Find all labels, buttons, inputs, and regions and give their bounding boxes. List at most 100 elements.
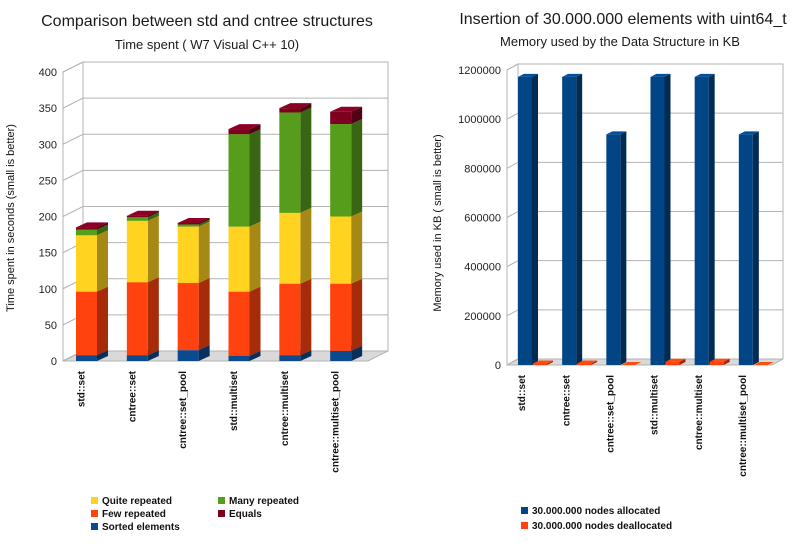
chart1-category-label: std::set (76, 370, 87, 407)
chart2-category-label: std::multiset (650, 374, 661, 435)
chart1-legend-label: Few repeated (102, 509, 166, 520)
chart2-y-tick-label: 600000 (464, 213, 501, 225)
chart2-bar (518, 77, 532, 365)
chart1-legend-swatch (91, 510, 98, 517)
chart1-y-tick-label: 400 (39, 67, 57, 79)
chart1-y-tick-label: 50 (45, 320, 57, 332)
chart2-y-tick-label: 800000 (464, 163, 501, 175)
chart1-category-label: cntree::multiset_pool (331, 371, 342, 473)
chart1-bar-side (300, 208, 311, 284)
chart1-bar-side (351, 212, 362, 284)
chart2-bar-side (665, 74, 671, 365)
chart1-y-axis-label: Time spent in seconds (small is better) (5, 124, 17, 312)
chart1-y-tick-label: 100 (39, 284, 57, 296)
chart1-bar-segment (178, 350, 199, 361)
chart1-bar-segment (279, 213, 300, 284)
chart1-category-label: std::multiset (229, 370, 240, 431)
chart2-bar (562, 77, 576, 365)
chart1-bar-segment (229, 227, 250, 292)
chart1-bar-segment (178, 283, 199, 350)
chart1-bar-side (148, 216, 159, 282)
chart1-bar-segment (229, 292, 250, 356)
chart2-y-tick-label: 200000 (464, 311, 501, 323)
chart1-legend-swatch (218, 510, 225, 517)
chart1-bar-segment (229, 129, 250, 134)
chart1-bar-segment (229, 356, 250, 361)
chart1-title: Comparison between std and cntree struct… (41, 13, 373, 30)
chart1-bar-side (300, 279, 311, 356)
chart1-bar-side (199, 278, 210, 350)
chart2-bar (577, 364, 591, 365)
chart1-legend-swatch (91, 497, 98, 504)
chart1-y-tick-label: 0 (51, 356, 57, 368)
chart1-subtitle: Time spent ( W7 Visual C++ 10) (115, 37, 299, 52)
chart2-legend-label: 30.000.000 nodes allocated (532, 506, 660, 517)
chart2-category-label: std::set (517, 374, 528, 411)
chart2-bar-side (576, 74, 582, 365)
chart1-bar-segment (229, 134, 250, 226)
chart1-bar-segment (76, 227, 97, 229)
chart1-bar-side (351, 119, 362, 216)
chart1-bar-segment (76, 235, 97, 291)
chart1-bar-segment (330, 217, 351, 284)
chart1-category-label: cntree::set_pool (178, 371, 189, 449)
chart1-category-label: cntree::multiset (280, 370, 291, 446)
chart2-category-label: cntree::multiset_pool (738, 375, 749, 477)
chart1-bar-segment (330, 112, 351, 124)
chart1-bar-segment (279, 355, 300, 361)
chart2-category-label: cntree::multiset (694, 374, 705, 450)
chart1-bar-segment (127, 282, 148, 355)
chart1-bar-side (148, 277, 159, 355)
chart2-y-axis-label: Memory used in KB ( small is better) (432, 134, 444, 311)
chart2-y-tick-label: 1000000 (458, 114, 501, 126)
chart1-bar-side (97, 287, 108, 356)
chart2-bar-side (753, 131, 759, 365)
chart1-y-tick-label: 150 (39, 248, 57, 260)
chart2-bar-side (709, 74, 715, 365)
chart2-y-tick-label: 0 (495, 360, 501, 372)
chart2-category-label: cntree::set_pool (605, 375, 616, 453)
chart2-plot-area: 020000040000060000080000010000001200000s… (458, 64, 783, 532)
chart1-bar-segment (76, 230, 97, 236)
chart1-y-tick-label: 250 (39, 175, 57, 187)
chart1-bar-segment (279, 108, 300, 112)
chart1-category-label: cntree::set (127, 370, 138, 422)
chart2-bar (666, 362, 680, 365)
chart1-bar-segment (279, 112, 300, 212)
chart1-bar-side (250, 287, 261, 356)
chart1-bar-segment (76, 355, 97, 361)
chart1-bar-segment (178, 223, 199, 224)
chart2-legend-label: 30.000.000 nodes deallocated (532, 521, 672, 532)
chart1-bar-side (250, 222, 261, 292)
chart2-bar (695, 77, 709, 365)
chart1-legend-label: Many repeated (229, 496, 299, 507)
chart1-bar-side (199, 222, 210, 283)
chart2-legend-swatch (521, 522, 528, 529)
chart1-bar-segment (76, 292, 97, 356)
chart2-bar (533, 364, 547, 365)
chart2-legend-swatch (521, 507, 528, 514)
chart2-bar (651, 77, 665, 365)
chart1-legend-label: Quite repeated (102, 496, 172, 507)
chart1-bar-side (300, 107, 311, 212)
chart2-title: Insertion of 30.000.000 elements with ui… (459, 11, 787, 28)
chart1-legend-label: Equals (229, 509, 262, 520)
chart1-bar-segment (330, 284, 351, 351)
chart2-category-label: cntree::set (561, 374, 572, 426)
chart1-bar-segment (127, 217, 148, 221)
chart2-bar-side (532, 74, 538, 365)
chart1-legend-swatch (218, 497, 225, 504)
chart1-bar-segment (127, 355, 148, 361)
chart1-bar-segment (127, 216, 148, 217)
chart2-bar-side (620, 131, 626, 365)
chart1-bar-side (97, 230, 108, 291)
chart1-bar-segment (330, 351, 351, 361)
chart1-y-tick-label: 350 (39, 103, 57, 115)
chart2-bar (739, 134, 753, 365)
chart1-y-tick-label: 300 (39, 139, 57, 151)
chart1-bar-segment (330, 124, 351, 216)
chart1-y-tick-label: 200 (39, 212, 57, 224)
chart1-bar-side (250, 129, 261, 226)
